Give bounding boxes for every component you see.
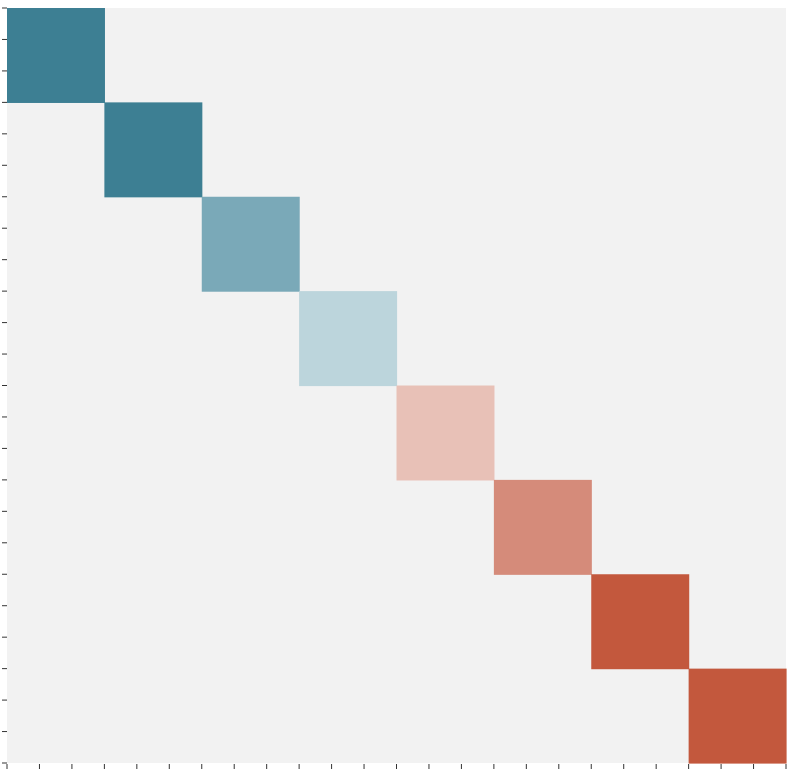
plot-area bbox=[7, 8, 787, 764]
x-axis-ticks bbox=[6, 764, 787, 769]
y-axis-ticks bbox=[2, 7, 7, 764]
heatmap-block-3 bbox=[201, 196, 300, 292]
heatmap-block-7 bbox=[591, 574, 690, 670]
heatmap-block-4 bbox=[299, 291, 398, 387]
heatmap-block-8 bbox=[688, 668, 787, 764]
heatmap-block-2 bbox=[104, 102, 203, 198]
heatmap-block-5 bbox=[396, 385, 495, 481]
heatmap-block-6 bbox=[493, 479, 592, 575]
heatmap-block-1 bbox=[7, 8, 105, 103]
